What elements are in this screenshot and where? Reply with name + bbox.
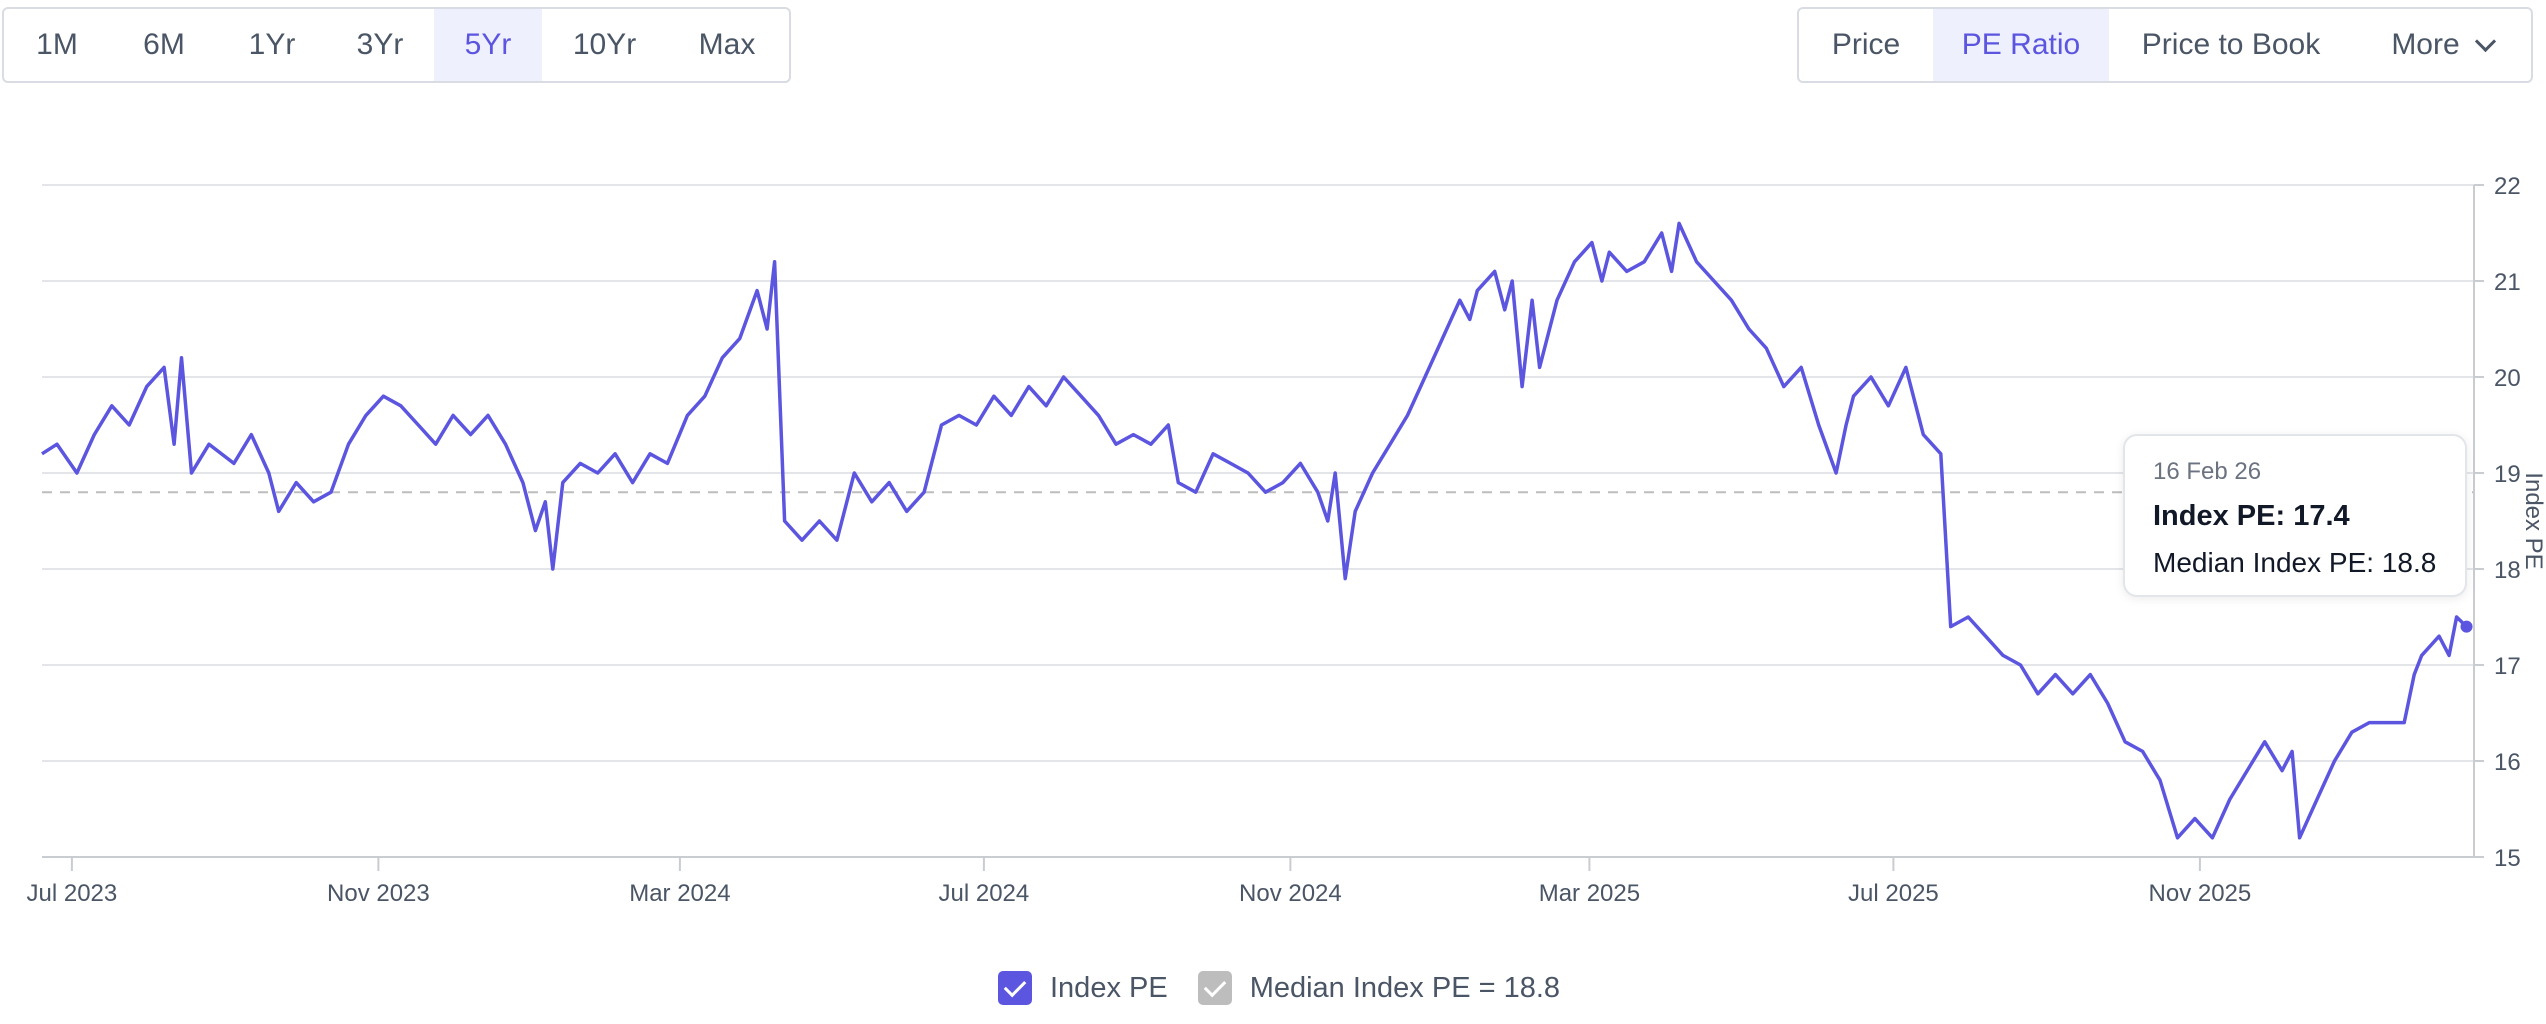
x-tick-label: Jul 2023: [27, 880, 118, 907]
y-tick-label: 21: [2494, 269, 2521, 296]
x-tick-label: Nov 2025: [2149, 880, 2252, 907]
tooltip-median: Median Index PE: 18.8: [2153, 547, 2437, 578]
check-icon: [1003, 974, 1027, 997]
range-6m-button[interactable]: 6M: [110, 9, 218, 81]
series-line-index-pe: [41, 221, 2468, 840]
checkbox-icon[interactable]: [998, 971, 1032, 1005]
metric-price-to-book-button[interactable]: Price to Book: [2109, 9, 2353, 81]
range-label: 10Yr: [572, 28, 637, 61]
range-label: 1M: [36, 28, 78, 61]
gridlines: [42, 184, 2474, 858]
range-label: 1Yr: [248, 28, 296, 61]
y-tick-label: 17: [2494, 653, 2521, 680]
range-label: Max: [698, 28, 756, 61]
y-tick-label: 15: [2494, 845, 2521, 872]
x-tick-label: Nov 2024: [1239, 880, 1342, 907]
x-tick-label: Mar 2025: [1539, 880, 1640, 907]
x-tick-label: Mar 2024: [629, 880, 730, 907]
metric-pe-ratio-button[interactable]: PE Ratio: [1933, 9, 2109, 81]
checkbox-icon[interactable]: [1197, 971, 1232, 1005]
metric-more-button[interactable]: More: [2353, 9, 2531, 81]
metric-price-button[interactable]: Price: [1799, 9, 1933, 81]
time-range-selector: 1M 6M 1Yr 3Yr 5Yr 10Yr Max: [2, 7, 791, 83]
tooltip-date: 16 Feb 26: [2153, 458, 2262, 485]
y-tick-label: 18: [2494, 557, 2521, 584]
range-label: 3Yr: [356, 28, 404, 61]
range-10yr-button[interactable]: 10Yr: [542, 9, 667, 81]
range-3yr-button[interactable]: 3Yr: [326, 9, 434, 81]
legend-label: Index PE: [1050, 971, 1168, 1004]
range-1m-button[interactable]: 1M: [4, 9, 110, 81]
y-tick-label: 20: [2494, 365, 2521, 392]
chart-tooltip: 16 Feb 26 Index PE: 17.4 Median Index PE…: [2123, 434, 2467, 597]
range-1yr-button[interactable]: 1Yr: [218, 9, 326, 81]
y-tick-label: 19: [2494, 461, 2521, 488]
metric-label: Price to Book: [2141, 28, 2321, 61]
legend-item-index-pe[interactable]: Index PE: [998, 971, 1168, 1005]
range-5yr-button[interactable]: 5Yr: [434, 9, 542, 81]
x-tick-label: Nov 2023: [327, 880, 430, 907]
x-axis: Jul 2023 Nov 2023 Mar 2024 Jul 2024 Nov 2024…: [27, 857, 2252, 907]
chart-legend: Index PE Median Index PE = 18.8: [998, 968, 1590, 1008]
metric-selector: Price PE Ratio Price to Book More: [1797, 7, 2533, 83]
y-tick-label: 22: [2494, 173, 2521, 200]
y-axis-label: Index PE: [2520, 472, 2546, 569]
range-max-button[interactable]: Max: [667, 9, 787, 81]
x-tick-label: Jul 2025: [1848, 880, 1939, 907]
metric-label: PE Ratio: [1961, 28, 2081, 61]
metric-label: More: [2391, 28, 2460, 61]
hover-point: [2460, 620, 2473, 633]
check-icon: [1203, 974, 1227, 997]
legend-label: Median Index PE = 18.8: [1249, 971, 1561, 1004]
legend-item-median-index-pe-18-8[interactable]: Median Index PE = 18.8: [1197, 971, 1561, 1005]
x-tick-label: Jul 2024: [939, 880, 1030, 907]
metric-label: Price: [1831, 28, 1901, 61]
tooltip-index-pe: Index PE: 17.4: [2153, 500, 2350, 532]
y-axis: 15 16 17 18 19 20 21 22: [2473, 173, 2521, 872]
y-tick-label: 16: [2494, 749, 2521, 776]
range-label: 5Yr: [464, 28, 512, 61]
range-label: 6M: [143, 28, 185, 61]
pe-chart: 15 16 17 18 19 20 21 22 Jul 2023 Nov 2023 Mar 202…: [27, 173, 2546, 907]
